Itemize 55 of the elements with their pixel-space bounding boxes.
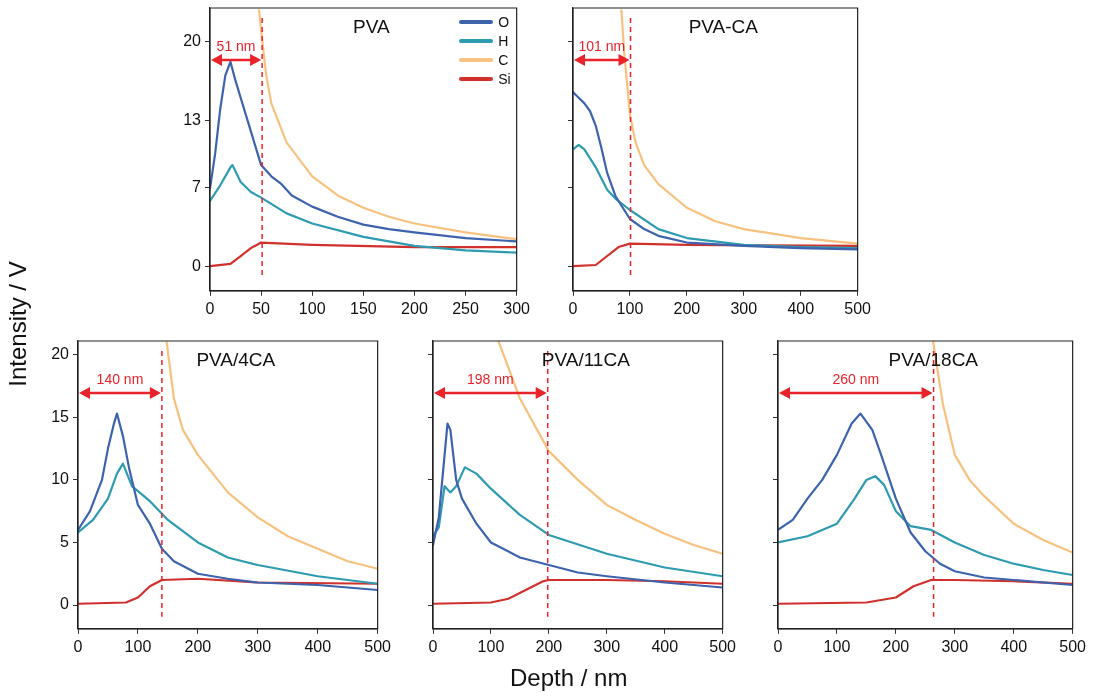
- legend-label: H: [498, 32, 509, 49]
- y-tick-label: 0: [192, 256, 202, 274]
- chart-title: PVA-CA: [688, 15, 759, 37]
- x-tick-label: 300: [730, 299, 758, 317]
- y-tick-label: 20: [183, 32, 202, 50]
- annotation: 51 nm: [216, 37, 256, 54]
- x-tick-label: 400: [304, 637, 332, 655]
- x-tick-label: 100: [124, 637, 152, 655]
- x-tick-label: 200: [535, 637, 563, 655]
- x-axis-title: Depth / nm: [510, 664, 628, 692]
- x-tick-label: 400: [1000, 637, 1028, 655]
- legend-label: Si: [498, 70, 511, 87]
- y-axis-title: Intensity / V: [3, 261, 32, 387]
- x-tick-label: 400: [651, 637, 679, 655]
- annotation: 260 nm: [832, 370, 880, 387]
- x-tick-label: 500: [844, 299, 872, 317]
- chart-title: PVA/18CA: [888, 348, 979, 370]
- x-tick-label: 300: [244, 637, 272, 655]
- x-tick-label: 100: [298, 299, 326, 317]
- x-tick-label: 200: [401, 299, 428, 317]
- y-tick-label: 13: [183, 110, 202, 128]
- x-tick-label: 300: [593, 637, 621, 655]
- x-tick-label: 150: [349, 299, 377, 317]
- y-tick-label: 0: [60, 595, 70, 613]
- x-tick-label: 100: [823, 637, 851, 655]
- x-tick-label: 200: [184, 637, 212, 655]
- x-tick-label: 300: [503, 299, 531, 317]
- annotation: 198 nm: [467, 370, 514, 387]
- chart-title: PVA/4CA: [196, 348, 276, 370]
- x-tick-label: 500: [364, 637, 392, 655]
- x-tick-label: 0: [568, 299, 578, 317]
- y-tick-label: 7: [192, 177, 202, 195]
- y-tick-label: 5: [60, 532, 70, 550]
- x-tick-label: 0: [428, 637, 438, 655]
- legend-label: C: [498, 51, 509, 68]
- chart-title: PVA/11CA: [541, 348, 631, 370]
- x-tick-label: 200: [673, 299, 701, 317]
- x-tick-label: 400: [787, 299, 815, 317]
- y-tick-label: 10: [51, 470, 70, 488]
- x-tick-label: 300: [941, 637, 969, 655]
- x-tick-label: 100: [477, 637, 505, 655]
- x-tick-label: 250: [452, 299, 479, 317]
- x-tick-label: 0: [773, 637, 783, 655]
- y-tick-label: 15: [51, 407, 70, 425]
- y-tick-label: 20: [51, 345, 70, 363]
- legend-label: O: [498, 13, 510, 30]
- chart-title: PVA: [353, 15, 390, 37]
- x-tick-label: 500: [709, 637, 737, 655]
- annotation: 140 nm: [96, 370, 144, 387]
- x-tick-label: 500: [1059, 637, 1087, 655]
- x-tick-label: 100: [616, 299, 644, 317]
- x-tick-label: 0: [205, 299, 215, 317]
- x-tick-label: 50: [252, 299, 271, 317]
- x-tick-label: 0: [73, 637, 83, 655]
- x-tick-label: 200: [882, 637, 910, 655]
